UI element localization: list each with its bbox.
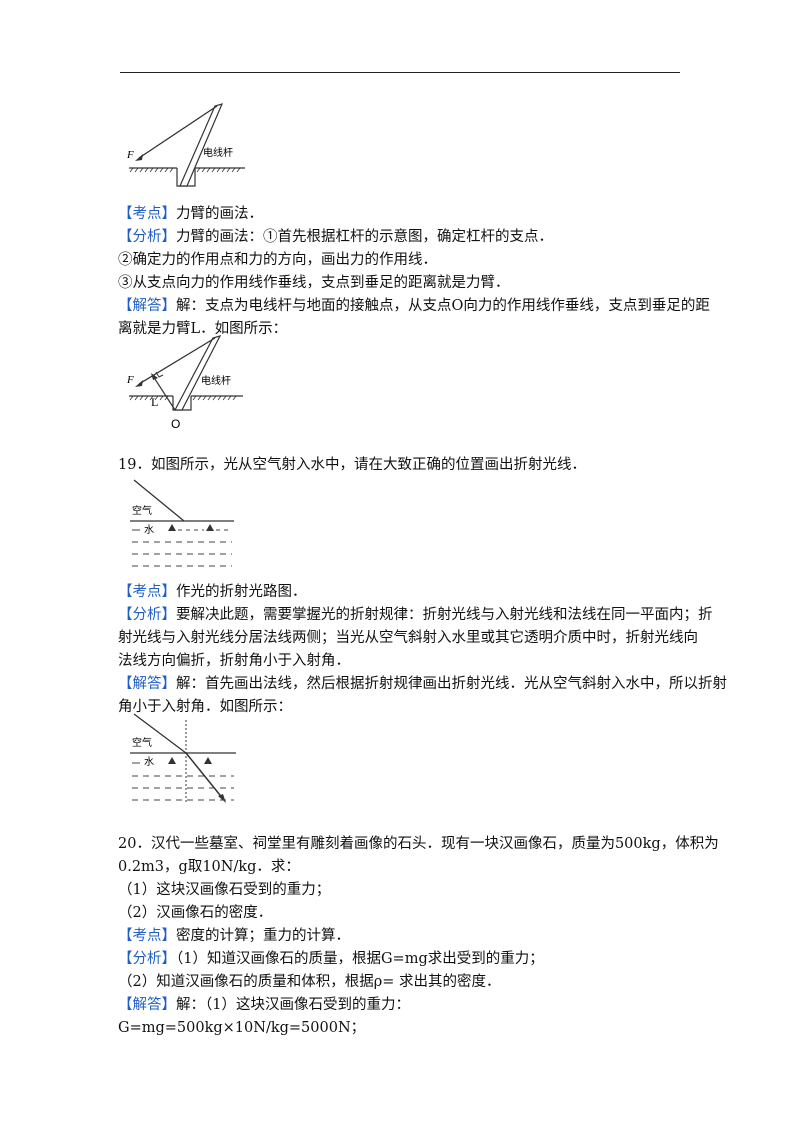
pole-label: 电线杆	[201, 374, 231, 387]
q20-jieda-2: G=mg=500kg×10N/kg=5000N；	[118, 1020, 366, 1036]
q20-sub-1: （1）这块汉画像石受到的重力；	[118, 882, 331, 898]
refraction-answer-figure: 空气 水	[130, 713, 236, 804]
q19-kaodian: 【考点】作光的折射光路图．	[118, 584, 307, 600]
q18-jieda: 【解答】解：支点为电线杆与地面的接触点，从支点O向力的作用线作垂线，支点到垂足的…	[118, 298, 710, 314]
lever-arm-figure: F L O 电线杆	[126, 335, 243, 431]
q20-question-2: 0.2m3，g取10N/kg．求：	[118, 859, 300, 875]
q18-fenxi-2: ②确定力的作用点和力的方向，画出力的作用线．	[118, 252, 437, 268]
q18-jieda-2: 离就是力臂L．如图所示：	[118, 321, 288, 337]
marker-icon	[168, 757, 176, 764]
marker-icon	[206, 524, 214, 531]
q20-question: 20．汉代一些墓室、祠堂里有雕刻着画像的石头．现有一块汉画像石，质量为500kg…	[118, 836, 719, 852]
pivot-label: O	[171, 417, 180, 431]
q20-fenxi: 【分析】（1）知道汉画像石的质量，根据G=mg求出受到的重力；	[118, 951, 544, 967]
q18-fenxi-3: ③从支点向力的作用线作垂线，支点到垂足的距离就是力臂．	[118, 275, 510, 291]
header-rule	[120, 72, 680, 73]
fenxi-tag: 【分析】	[118, 229, 176, 245]
kaodian-tag: 【考点】	[118, 206, 176, 222]
force-label: F	[126, 374, 134, 386]
water-label: 水	[144, 524, 154, 536]
q19-question: 19．如图所示，光从空气射入水中，请在大致正确的位置画出折射光线．	[118, 457, 586, 473]
pole-label: 电线杆	[203, 146, 233, 159]
jieda-tag: 【解答】	[118, 298, 176, 314]
refraction-question-figure: 空气 水	[130, 479, 234, 567]
q20-kaodian: 【考点】密度的计算；重力的计算．	[118, 928, 350, 944]
q18-fenxi: 【分析】力臂的画法：①首先根据杠杆的示意图，确定杠杆的支点．	[118, 229, 553, 245]
q19-jieda-2: 角小于入射角．如图所示：	[118, 699, 292, 715]
marker-icon	[168, 524, 176, 531]
q18-kaodian: 【考点】力臂的画法．	[118, 206, 263, 222]
q20-sub-2: （2）汉画像石的密度．	[118, 905, 273, 921]
air-label: 空气	[132, 736, 152, 749]
water-label: 水	[144, 756, 154, 768]
q19-fenxi: 【分析】要解决此题，需要掌握光的折射规律：折射光线与入射光线和法线在同一平面内；…	[118, 607, 713, 623]
force-label: F	[126, 149, 134, 161]
q20-jieda: 【解答】解：（1）这块汉画像石受到的重力：	[118, 997, 410, 1013]
marker-icon	[204, 757, 212, 764]
q19-fenxi-2: 射光线与入射光线分居法线两侧；当光从空气斜射入水里或其它透明介质中时，折射光线向	[118, 630, 698, 646]
air-label: 空气	[132, 504, 152, 517]
q19-fenxi-3: 法线方向偏折，折射角小于入射角．	[118, 653, 350, 669]
lever-arm-label: L	[151, 395, 158, 409]
q19-jieda: 【解答】解：首先画出法线，然后根据折射规律画出折射光线．光从空气斜射入水中，所以…	[118, 676, 727, 692]
pole-force-figure: F 电线杆	[126, 103, 245, 187]
q20-fenxi-2: （2）知道汉画像石的质量和体积，根据ρ= 求出其的密度．	[118, 974, 501, 990]
